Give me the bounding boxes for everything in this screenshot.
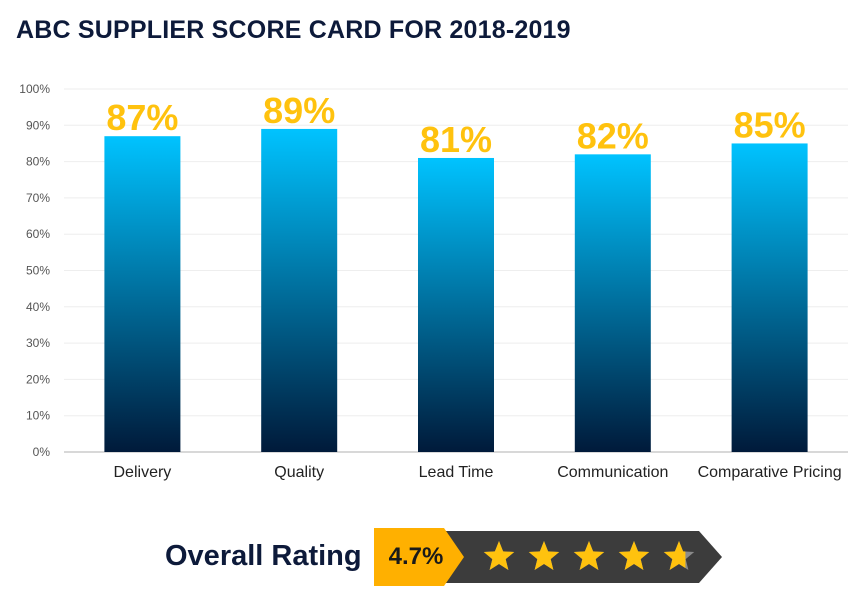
y-tick-label: 50% <box>26 264 50 278</box>
x-tick-label: Delivery <box>114 464 172 481</box>
rating-badge <box>374 528 722 586</box>
y-tick-label: 70% <box>26 191 50 205</box>
bar-lead-time <box>418 157 494 452</box>
star-icon <box>618 541 650 570</box>
bars <box>104 128 808 452</box>
star-icon <box>573 541 605 570</box>
x-tick-label: Lead Time <box>419 464 494 481</box>
star-icon <box>483 541 515 570</box>
y-tick-label: 80% <box>26 155 50 169</box>
rating-stars <box>483 541 695 570</box>
y-tick-label: 40% <box>26 300 50 314</box>
data-label: 85% <box>734 104 806 145</box>
overall-rating-value: 4.7% <box>388 543 444 570</box>
data-label: 87% <box>106 97 178 138</box>
data-label: 89% <box>263 90 335 131</box>
labels: 0% 10% 20% 30% 40% 50% 60% 70% 80% 90% 100% 87% Deli… <box>19 82 841 481</box>
y-tick-label: 90% <box>26 118 50 132</box>
bar-quality <box>261 128 338 452</box>
bar-communication <box>574 154 651 452</box>
data-label: 82% <box>577 115 649 156</box>
chart-title: ABC SUPPLIER SCORE CARD FOR 2018-2019 <box>16 16 571 44</box>
rating-badge-orange-tab <box>374 528 464 586</box>
data-label: 81% <box>420 119 492 160</box>
y-tick-label: 20% <box>26 372 50 386</box>
x-tick-label: Comparative Pricing <box>698 464 842 481</box>
x-tick-label: Quality <box>274 464 324 481</box>
x-tick-label: Communication <box>557 464 668 481</box>
y-tick-label: 10% <box>26 409 50 423</box>
star-icon <box>528 541 560 570</box>
bar-delivery <box>104 136 181 452</box>
y-tick-label: 100% <box>19 82 50 96</box>
bar-chart: 0% 10% 20% 30% 40% 50% 60% 70% 80% 90% 100% 87% Deli… <box>19 82 848 481</box>
y-tick-label: 30% <box>26 336 50 350</box>
overall-rating-label: Overall Rating <box>165 540 362 572</box>
rating-badge-dark-arrow <box>432 531 722 583</box>
star-icon <box>663 541 686 570</box>
y-tick-label: 0% <box>33 445 51 459</box>
bar-comparative-pricing <box>731 143 808 452</box>
y-tick-label: 60% <box>26 227 50 241</box>
